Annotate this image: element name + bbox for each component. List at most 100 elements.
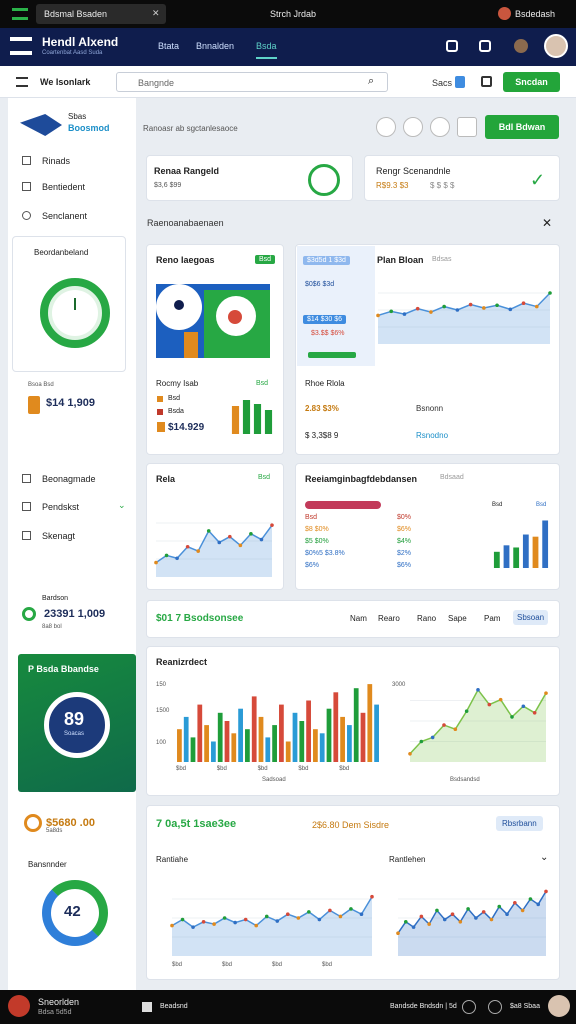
menu-item[interactable]: Beonagmade: [42, 474, 96, 484]
bar: [231, 733, 237, 762]
user-avatar[interactable]: [544, 34, 568, 58]
tab[interactable]: Rearo: [378, 614, 400, 623]
table-cell: $6%: [397, 562, 412, 569]
bookmark-icon[interactable]: [455, 76, 465, 88]
axis-label: 100: [156, 740, 167, 746]
point: [254, 923, 259, 928]
gauge-title: Beordanbeland: [34, 248, 89, 257]
icon-button[interactable]: [403, 117, 423, 137]
stat2-label: Bardson: [42, 595, 69, 602]
tab[interactable]: Pam: [484, 614, 501, 623]
nav-link[interactable]: Btata: [158, 41, 180, 51]
table-cell: $0%5 $3.8%: [305, 550, 345, 557]
legend-swatch: [157, 396, 163, 402]
point: [544, 889, 548, 894]
menu-item[interactable]: Skenagt: [42, 531, 76, 541]
tab[interactable]: Nam: [350, 614, 367, 623]
browser-tab[interactable]: [36, 4, 166, 24]
search-box[interactable]: [116, 72, 388, 92]
bar: [326, 708, 332, 762]
legend-item: Bsda: [168, 408, 184, 415]
app-icon[interactable]: [142, 1002, 152, 1012]
bar: [353, 688, 359, 762]
bar: [313, 729, 318, 762]
menu-icon[interactable]: [12, 8, 28, 20]
table-cell: $2%: [397, 550, 412, 557]
bar: [319, 733, 325, 762]
point: [243, 917, 248, 922]
point: [430, 735, 435, 740]
point: [442, 723, 446, 727]
line-chart: [170, 894, 374, 956]
point: [476, 688, 480, 692]
icon-button[interactable]: [376, 117, 396, 137]
profile-avatar[interactable]: [498, 7, 511, 20]
bar: [265, 737, 271, 762]
point: [415, 306, 420, 311]
donut-title: Bansnnder: [28, 860, 67, 869]
area: [172, 896, 372, 956]
print-icon[interactable]: [481, 76, 492, 87]
menu-item[interactable]: Pendskst: [42, 502, 80, 512]
x-tick-label: $bd: [216, 766, 227, 772]
chevron[interactable]: ⌄: [118, 500, 126, 510]
bar: [367, 684, 373, 762]
progress: [308, 352, 356, 358]
card-title: Reanizrdect: [156, 657, 208, 667]
card-button[interactable]: Rbsrbann: [496, 816, 543, 831]
point: [185, 544, 190, 549]
search-placeholder: Bangnde: [138, 78, 175, 88]
bottom-name: Sneorlden: [38, 997, 80, 1007]
hamburger[interactable]: [16, 77, 28, 87]
tab[interactable]: Sape: [448, 614, 467, 623]
main-button[interactable]: Bdl Bdwan: [485, 115, 559, 139]
user-icon[interactable]: [446, 40, 458, 52]
card-title: Rela: [156, 474, 176, 484]
promo-value: 89: [64, 709, 85, 729]
nav-link[interactable]: Bnnalden: [196, 41, 235, 51]
tab[interactable]: Rano: [417, 614, 437, 623]
power-icon[interactable]: [488, 1000, 502, 1014]
promo-title: P Bsda Bbandse: [28, 664, 99, 674]
bar: [272, 725, 277, 762]
icon-button[interactable]: [457, 117, 477, 137]
bottom-name-sub: Bdsa 5d5d: [38, 1009, 72, 1016]
nav-link-active[interactable]: Bsda: [256, 41, 277, 59]
bottom-bar: Sneorlden Bdsa 5d5d Beadsnd Bandsde Bnds…: [0, 990, 576, 1024]
tab-active[interactable]: Sbsoan: [513, 610, 549, 625]
bar: [542, 520, 549, 568]
bar: [245, 729, 250, 762]
settings-icon[interactable]: [462, 1000, 476, 1014]
chevron[interactable]: ⌄: [540, 852, 549, 863]
list-title: Rhoe Rlola: [305, 379, 345, 388]
search-icon[interactable]: ⌕: [368, 75, 375, 87]
user-avatar[interactable]: [8, 995, 30, 1017]
x-tick-label: $bd: [176, 766, 187, 772]
line: [377, 292, 551, 317]
point: [429, 310, 433, 314]
menu-item[interactable]: Rinads: [42, 156, 71, 166]
mini-table: Bsd $0% $8 $0% $6% $5 $0% $4% $0%5 $3.8% $2% $6%…: [305, 514, 475, 574]
point: [259, 537, 264, 542]
x-labels: $bd $bd $bd $bd $bd: [176, 766, 380, 776]
close-icon[interactable]: ✕: [542, 216, 553, 230]
toolbar-link[interactable]: Sacs: [432, 78, 453, 88]
card-value: $14.929: [168, 422, 205, 433]
point: [338, 914, 343, 919]
toolbar-button[interactable]: Sncdan: [503, 72, 560, 92]
menu-item[interactable]: Bentiedent: [42, 182, 86, 192]
user-avatar[interactable]: [548, 995, 570, 1017]
team-icon[interactable]: [514, 39, 528, 53]
bar: [264, 410, 273, 434]
point: [498, 697, 503, 702]
stat2-sub: 8a8 bol: [42, 624, 62, 630]
toolbar: We Isonlark Bangnde ⌕ Sacs Sncdan: [0, 66, 576, 98]
info-icon[interactable]: [479, 40, 491, 52]
icon-button[interactable]: [430, 117, 450, 137]
toolbar-label: We Isonlark: [40, 77, 91, 87]
point: [521, 704, 526, 709]
tab-close[interactable]: ✕: [152, 8, 160, 18]
app-header: Hendl Alxend Coartenbat Aasd Suda Btata …: [0, 28, 576, 66]
menu-item[interactable]: Senclanent: [42, 211, 88, 221]
